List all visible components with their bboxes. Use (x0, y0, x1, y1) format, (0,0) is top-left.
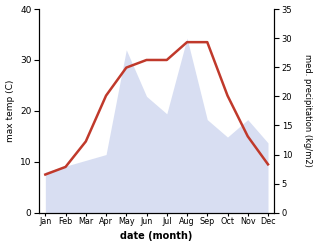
X-axis label: date (month): date (month) (121, 231, 193, 242)
Y-axis label: max temp (C): max temp (C) (5, 80, 15, 142)
Y-axis label: med. precipitation (kg/m2): med. precipitation (kg/m2) (303, 54, 313, 167)
